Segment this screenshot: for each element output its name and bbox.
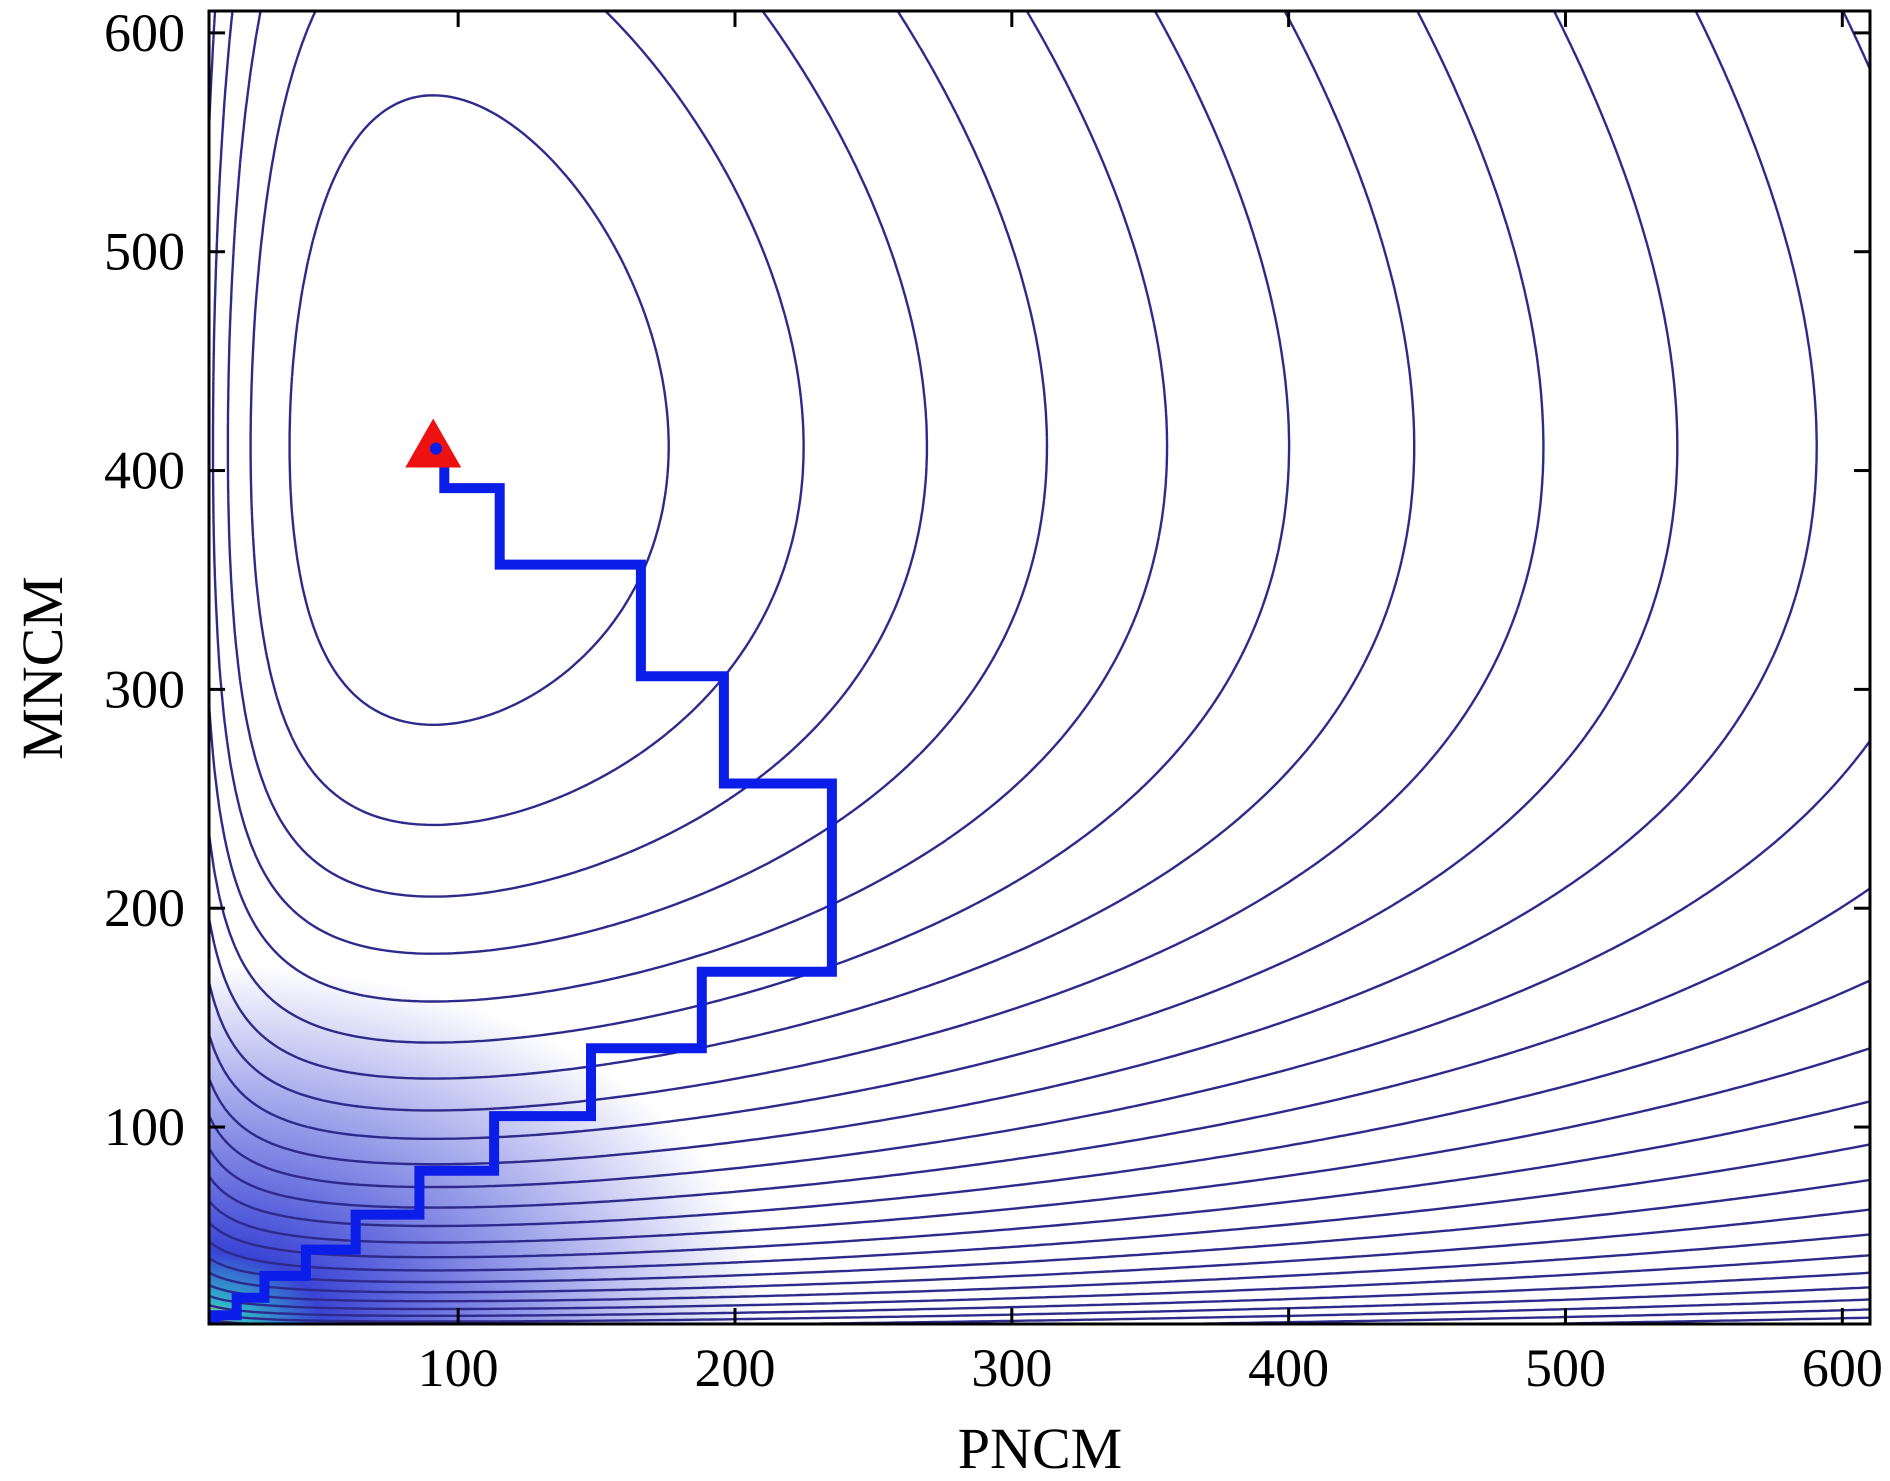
contour-line xyxy=(209,11,1679,1140)
contour-line xyxy=(209,11,1291,1044)
contour-line xyxy=(209,11,1416,1080)
contour-line xyxy=(209,11,1545,1112)
x-tick-label: 100 xyxy=(418,1338,499,1398)
contour-line xyxy=(209,1233,1870,1303)
path-end-point xyxy=(430,442,443,455)
y-tick-label: 100 xyxy=(104,1097,185,1157)
optimum-marker xyxy=(405,418,462,468)
contour-line xyxy=(209,979,1870,1228)
contour-line xyxy=(209,1047,1870,1244)
x-tick-label: 500 xyxy=(1525,1338,1606,1398)
y-tick-label: 300 xyxy=(104,659,185,719)
plot-area xyxy=(207,9,1872,1326)
contour-line xyxy=(288,94,670,726)
x-axis-ticks: 100 200 300 400 500 600 xyxy=(418,11,1883,1398)
y-axis-title: MNCM xyxy=(10,576,75,760)
x-tick-label: 600 xyxy=(1802,1338,1883,1398)
contour-line xyxy=(209,1254,1870,1311)
contour-line xyxy=(209,1208,1870,1294)
contour-line xyxy=(226,11,929,898)
plot-frame xyxy=(207,9,1872,1326)
contour-line xyxy=(209,11,1870,1189)
y-tick-label: 400 xyxy=(104,441,185,501)
x-tick-label: 200 xyxy=(694,1338,775,1398)
optimization-path-layer xyxy=(209,418,837,1324)
x-axis-title: PNCM xyxy=(958,1416,1122,1481)
y-axis-ticks: 100 200 300 400 500 600 xyxy=(104,3,1870,1157)
contour-line xyxy=(209,887,1870,1209)
contour-line xyxy=(209,11,1818,1166)
contour-line xyxy=(209,1271,1870,1317)
x-tick-label: 300 xyxy=(971,1338,1052,1398)
optimization-path xyxy=(209,446,837,1324)
y-tick-label: 200 xyxy=(104,878,185,938)
contour-lines xyxy=(209,11,1870,1324)
contour-line xyxy=(209,11,1169,1003)
contour-line xyxy=(249,11,805,827)
contour-line xyxy=(211,11,1049,955)
y-tick-label: 600 xyxy=(104,3,185,63)
y-tick-label: 500 xyxy=(104,222,185,282)
x-tick-label: 400 xyxy=(1248,1338,1329,1398)
